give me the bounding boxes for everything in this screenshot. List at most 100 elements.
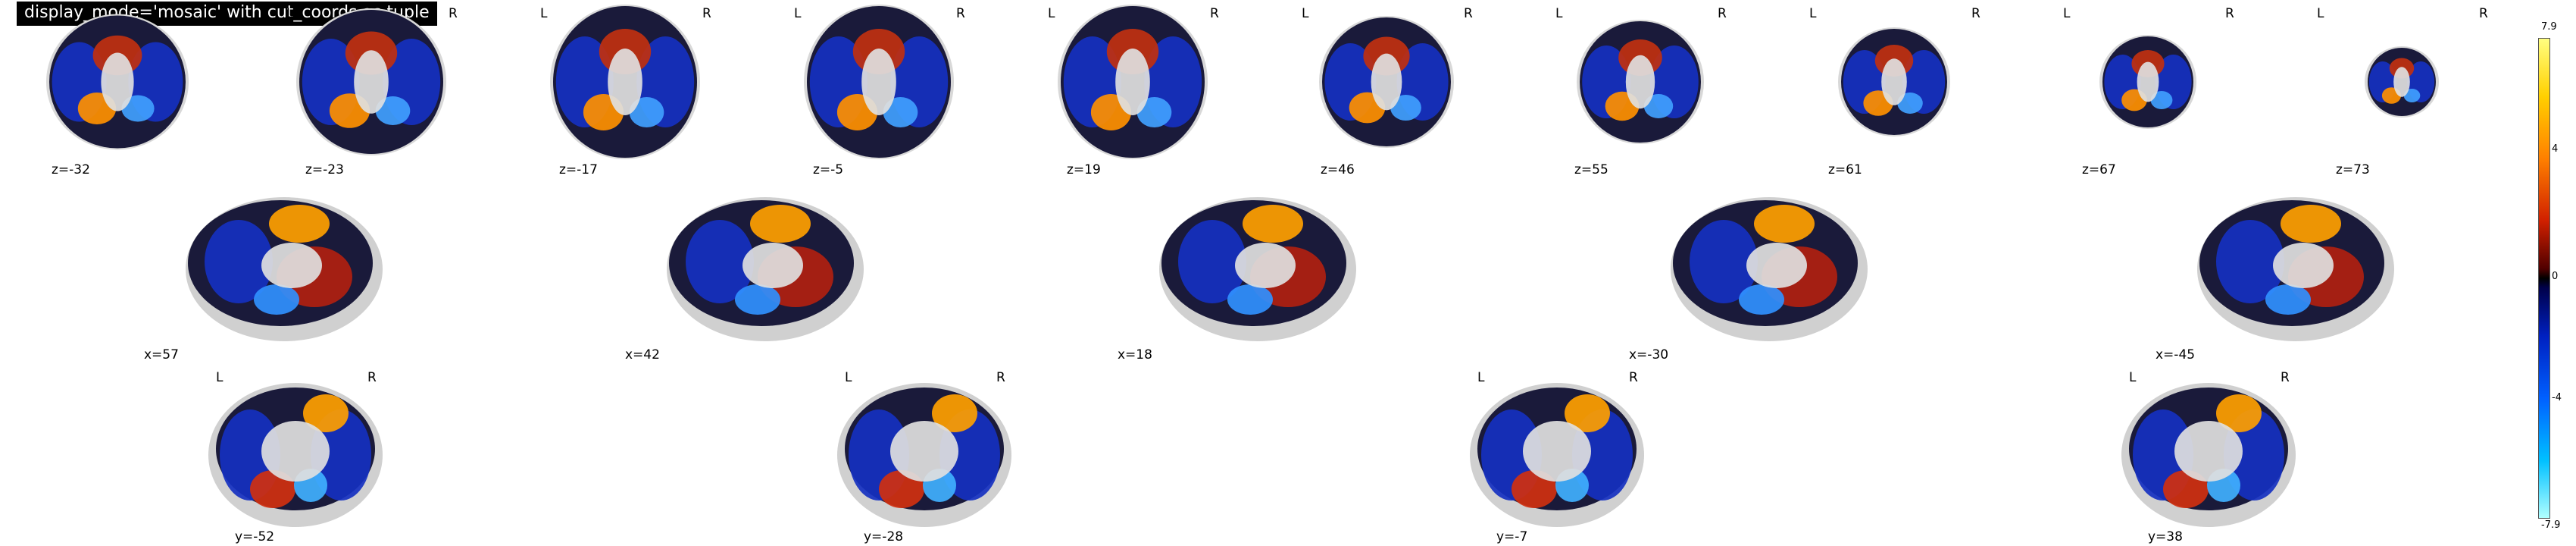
hot-activation <box>2216 394 2262 432</box>
axial-coord-label: z=-5 <box>813 162 844 177</box>
white-matter <box>1746 243 1807 288</box>
axial-slice <box>1319 16 1454 148</box>
hot-activation <box>303 394 349 432</box>
right-orientation-label: R <box>1210 6 1219 21</box>
colorbar-tick-max: 7.9 <box>2541 21 2557 33</box>
white-matter <box>1881 58 1907 105</box>
sagittal-coord-label: x=-45 <box>2156 347 2196 362</box>
white-matter <box>101 52 134 111</box>
axial-coord-label: z=73 <box>2336 162 2370 177</box>
white-matter <box>2273 243 2334 288</box>
right-orientation-label: R <box>2479 6 2488 21</box>
sagittal-coord-label: x=57 <box>144 347 179 362</box>
left-orientation-label: L <box>2129 370 2137 385</box>
left-orientation-label: L <box>1477 370 1485 385</box>
white-matter <box>742 243 803 288</box>
colorbar-tick-neg4: -4 <box>2552 392 2562 403</box>
axial-slice <box>804 5 954 159</box>
left-orientation-label: L <box>1809 6 1817 21</box>
white-matter <box>1235 243 1296 288</box>
right-orientation-label: R <box>367 370 377 385</box>
white-matter <box>2393 67 2410 97</box>
cold-activation <box>1178 220 1246 303</box>
cold-activation <box>121 95 155 122</box>
left-orientation-label: L <box>794 6 802 21</box>
cold-activation <box>2265 284 2311 315</box>
colorbar <box>2538 38 2550 519</box>
colorbar-tick-4: 4 <box>2552 143 2559 155</box>
white-matter <box>1115 49 1150 115</box>
right-orientation-label: R <box>956 6 965 21</box>
cold-activation <box>2150 91 2173 109</box>
left-orientation-label: L <box>216 370 224 385</box>
hot-activation <box>2281 205 2341 243</box>
white-matter <box>1625 55 1655 109</box>
axial-slice <box>2099 35 2196 129</box>
cold-activation <box>1690 220 1758 303</box>
coronal-coord-label: y=-28 <box>864 529 904 544</box>
hot-activation <box>1565 394 1610 432</box>
right-orientation-label: R <box>1971 6 1980 21</box>
axial-slice <box>1577 20 1704 144</box>
axial-slice <box>550 5 700 159</box>
cold-activation <box>1227 284 1273 315</box>
white-matter <box>261 421 330 482</box>
axial-coord-label: z=-17 <box>559 162 598 177</box>
cold-activation <box>1136 97 1172 127</box>
white-matter <box>2174 421 2243 482</box>
right-orientation-label: R <box>449 6 458 21</box>
cold-activation <box>205 220 273 303</box>
axial-coord-label: z=55 <box>1574 162 1608 177</box>
right-orientation-label: R <box>2281 370 2290 385</box>
cold-activation <box>735 284 780 315</box>
axial-slice <box>1838 27 1950 136</box>
left-orientation-label: L <box>1302 6 1309 21</box>
left-orientation-label: L <box>1555 6 1563 21</box>
right-orientation-label: R <box>996 370 1005 385</box>
sagittal-coord-label: x=-30 <box>1629 347 1669 362</box>
coronal-slice <box>208 383 383 527</box>
axial-coord-label: z=-23 <box>305 162 344 177</box>
sagittal-coord-label: x=42 <box>625 347 660 362</box>
colorbar-tick-0: 0 <box>2552 271 2559 282</box>
sagittal-slice <box>667 197 864 341</box>
cold-activation <box>629 97 664 127</box>
right-orientation-label: R <box>2225 6 2234 21</box>
axial-coord-label: z=46 <box>1321 162 1355 177</box>
cold-activation <box>883 97 918 127</box>
cold-activation <box>375 96 411 125</box>
cold-activation <box>1643 94 1674 118</box>
right-orientation-label: R <box>1464 6 1473 21</box>
coronal-coord-label: y=-7 <box>1496 529 1528 544</box>
white-matter <box>2137 61 2159 102</box>
hot-activation <box>1243 205 1303 243</box>
left-orientation-label: L <box>540 6 548 21</box>
cold-activation <box>1897 93 1923 114</box>
cold-activation <box>254 284 299 315</box>
coronal-slice <box>837 383 1011 527</box>
axial-slice <box>2365 46 2439 118</box>
sagittal-slice <box>1671 197 1868 341</box>
axial-slice <box>1058 5 1208 159</box>
cold-activation <box>1390 95 1421 121</box>
cold-activation <box>2403 89 2421 102</box>
left-orientation-label: L <box>1048 6 1055 21</box>
white-matter <box>354 50 389 114</box>
sagittal-slice <box>1159 197 1356 341</box>
left-orientation-label: L <box>286 6 294 21</box>
coronal-coord-label: y=38 <box>2148 529 2183 544</box>
right-orientation-label: R <box>1718 6 1727 21</box>
coronal-coord-label: y=-52 <box>235 529 275 544</box>
axial-coord-label: z=67 <box>2082 162 2116 177</box>
axial-slice <box>46 14 189 150</box>
axial-slice <box>296 8 446 155</box>
cold-activation <box>2216 220 2284 303</box>
sagittal-coord-label: x=18 <box>1118 347 1152 362</box>
axial-coord-label: z=19 <box>1067 162 1101 177</box>
sagittal-slice <box>186 197 383 341</box>
white-matter <box>1523 421 1591 482</box>
coronal-slice <box>2121 383 2296 527</box>
colorbar-tick-min: -7.9 <box>2541 519 2561 531</box>
left-orientation-label: L <box>2317 6 2324 21</box>
